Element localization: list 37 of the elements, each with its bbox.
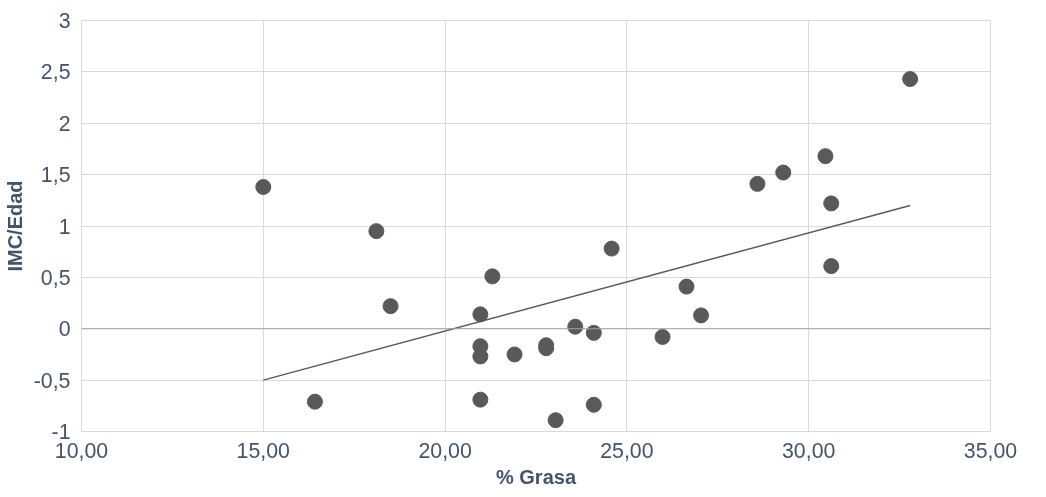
y-tick-label: 2,5 (40, 60, 71, 85)
x-tick-label: 30,00 (782, 438, 836, 463)
y-tick-label: 3 (58, 9, 71, 33)
point (382, 298, 399, 315)
point (749, 175, 766, 192)
point (484, 268, 501, 285)
point (506, 346, 523, 363)
point (823, 258, 840, 275)
y-tick-label: 1,5 (40, 163, 71, 188)
y-tick-label: 1 (58, 214, 71, 239)
point (472, 306, 489, 323)
x-tick-label: 35,00 (963, 438, 1018, 463)
point (654, 328, 671, 345)
x-tick-label: 25,00 (600, 438, 654, 463)
point (693, 307, 710, 324)
y-tick-label: 0,5 (40, 265, 71, 290)
x-tick-label: 20,00 (418, 438, 472, 463)
point (255, 178, 272, 195)
point (775, 164, 792, 181)
point (585, 324, 602, 341)
point (902, 71, 919, 88)
y-tick-label: 2 (58, 111, 71, 136)
x-tick-label: 15,00 (236, 438, 291, 463)
point (823, 195, 840, 212)
point (603, 240, 620, 257)
point (817, 148, 834, 165)
y-tick-label: 0 (58, 317, 71, 342)
y-axis-title: IMC/Edad (3, 180, 26, 272)
point (567, 318, 584, 335)
point (368, 223, 385, 240)
point (585, 396, 602, 413)
point (547, 412, 564, 429)
point (472, 391, 489, 408)
point (678, 278, 695, 295)
y-tick-label: -0,5 (33, 368, 71, 393)
point (306, 393, 323, 410)
x-axis-title: % Grasa (495, 465, 577, 488)
